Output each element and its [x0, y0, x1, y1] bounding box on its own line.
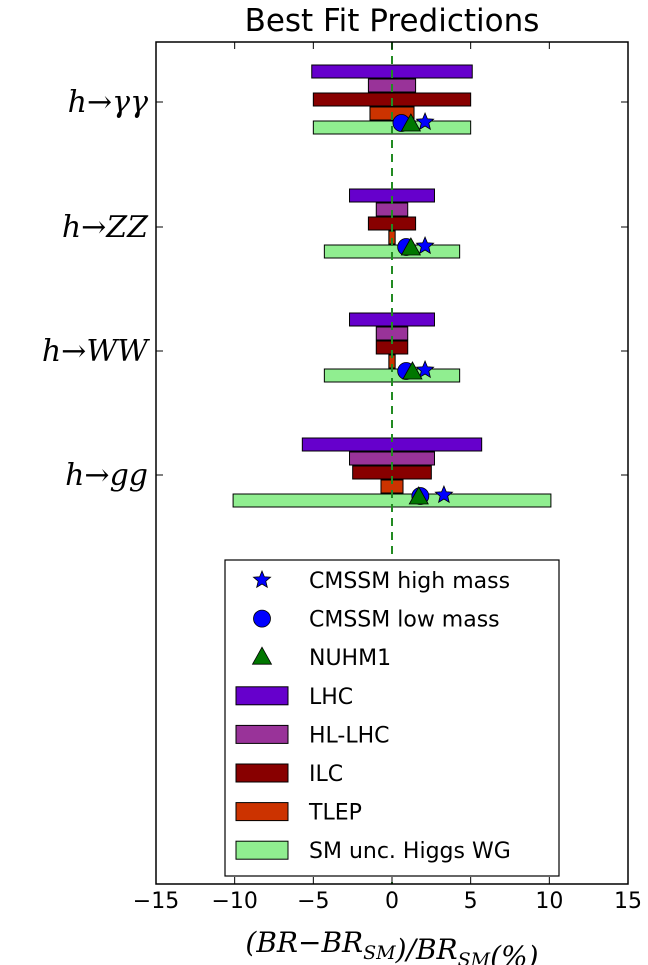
legend-swatch-nuhm1: [251, 646, 273, 665]
legend-label-ilc: ILC: [309, 762, 343, 787]
x-tick-label: 10: [535, 889, 563, 914]
legend: CMSSM high mass CMSSM low mass NUHM1 LHC HL-…: [224, 559, 560, 877]
legend-label-sm-unc-higgs-wg: SM unc. Higgs WG: [309, 839, 511, 864]
legend-swatch-ilc: [235, 763, 289, 783]
category-label-product: γγ: [112, 85, 148, 120]
legend-swatch-tlep: [235, 802, 289, 822]
x-tick-label: 5: [464, 889, 478, 914]
nuhm1-marker-0: [400, 113, 422, 132]
category-label-2: h→WW: [42, 334, 150, 369]
legend-swatch-lhc: [235, 686, 289, 706]
legend-label-lhc: LHC: [309, 685, 353, 710]
category-label-0: h→γγ: [68, 85, 148, 120]
legend-swatch-sm-unc-higgs-wg: [235, 840, 289, 860]
legend-swatch-cmssm-high-mass: [252, 569, 272, 589]
x-axis-label-subscript: SM: [363, 942, 396, 964]
cmssm-high-mass-marker-1: [415, 235, 435, 255]
x-axis-label: (BR−BRSM)/BRSM(%): [245, 926, 538, 965]
chart-title: Best Fit Predictions: [245, 3, 540, 39]
category-label-base: h→: [42, 334, 86, 369]
legend-swatch-cmssm-low-mass: [253, 609, 271, 628]
x-tick-label: 0: [385, 889, 399, 914]
x-axis-label-part: (BR−BR: [245, 926, 363, 959]
x-axis: −15 −10 −5 0 5 10 15: [133, 42, 642, 914]
legend-label-cmssm-high-mass: CMSSM high mass: [309, 569, 510, 594]
legend-label-hl-lhc: HL-LHC: [309, 723, 390, 748]
cmssm-high-mass-marker-0: [415, 111, 435, 131]
category-label-1: h→ZZ: [62, 210, 149, 245]
x-tick-label: −5: [297, 889, 329, 914]
x-axis-label-subscript: SM: [458, 949, 491, 965]
x-tick-label: 15: [614, 889, 642, 914]
legend-box: [224, 559, 560, 877]
plot-area: [232, 42, 552, 884]
x-tick-label: −10: [211, 889, 257, 914]
nuhm1-marker-3: [408, 486, 429, 505]
cmssm-high-mass-marker-2: [415, 359, 435, 379]
category-label-product: WW: [86, 334, 150, 369]
category-label-product: gg: [110, 458, 148, 493]
legend-label-cmssm-low-mass: CMSSM low mass: [309, 608, 500, 633]
x-tick-label: −15: [133, 889, 179, 914]
category-label-base: h→: [62, 210, 106, 245]
category-label-base: h→: [68, 85, 112, 120]
category-label-3: h→gg: [65, 458, 148, 493]
legend-swatch-hl-lhc: [235, 724, 289, 744]
legend-label-tlep: TLEP: [308, 801, 362, 826]
nuhm1-marker-2: [402, 361, 423, 380]
legend-label-nuhm1: NUHM1: [309, 646, 391, 671]
nuhm1-marker-1: [400, 237, 422, 256]
x-axis-label-part: (%): [490, 940, 538, 965]
cmssm-high-mass-marker-3: [434, 484, 454, 504]
category-label-base: h→: [65, 458, 109, 493]
y-axis: h→γγh→ZZh→WWh→gg: [42, 85, 628, 493]
x-axis-label-part: )/BR: [395, 933, 458, 965]
category-label-product: ZZ: [105, 210, 149, 245]
